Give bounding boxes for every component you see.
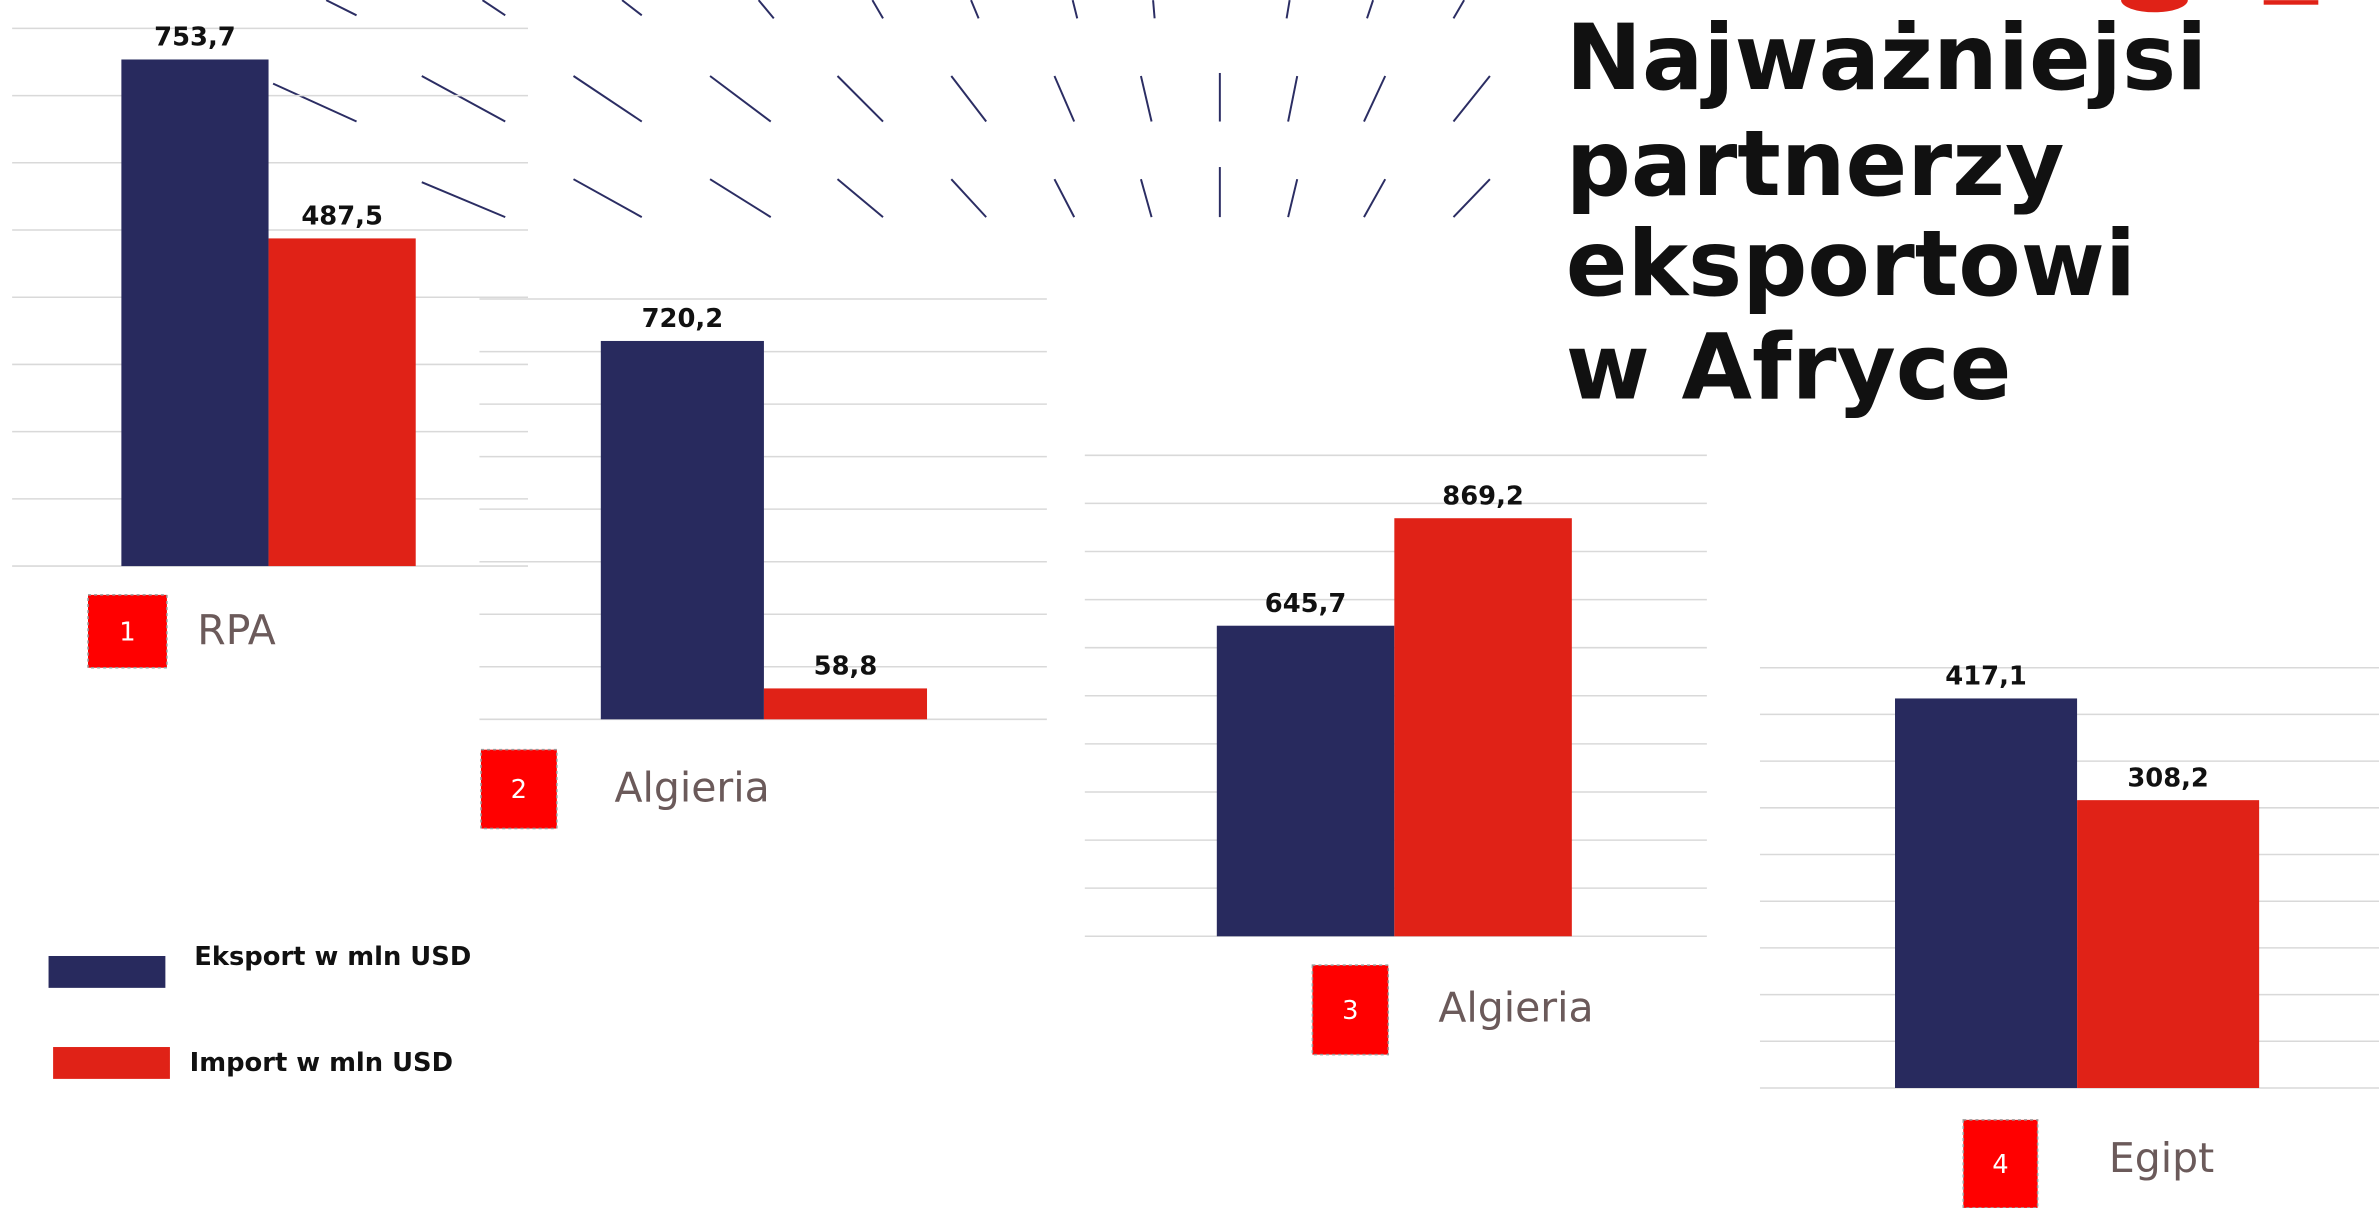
bar xyxy=(268,238,416,567)
rank-box xyxy=(1311,964,1390,1056)
title-line: w Afryce xyxy=(1566,315,2012,420)
rank-box xyxy=(87,594,168,669)
title-line: Najważniejsi xyxy=(1566,6,2208,111)
title-line: partnerzy xyxy=(1566,112,2065,217)
rank-label: 3 xyxy=(1342,996,1358,1026)
value-label: 869,2 xyxy=(1442,481,1524,511)
rank-label: 4 xyxy=(1992,1150,2008,1180)
panel: 645,7 869,2 3 Algieria xyxy=(1084,454,1707,1056)
bar xyxy=(1895,698,2078,1088)
category-label: RPA xyxy=(197,606,276,654)
value-label: 645,7 xyxy=(1265,589,1347,619)
value-label: 58,8 xyxy=(814,652,878,682)
bar xyxy=(1216,625,1395,937)
bar xyxy=(763,688,928,720)
title-line: eksportowi xyxy=(1566,212,2136,317)
value-label: 308,2 xyxy=(2127,763,2209,793)
value-label: 487,5 xyxy=(301,202,383,232)
value-label: 417,1 xyxy=(1945,662,2027,692)
legend-swatch xyxy=(48,955,166,988)
bar xyxy=(600,340,764,720)
rank-box xyxy=(480,748,558,830)
value-label: 753,7 xyxy=(154,23,236,53)
legend-swatch xyxy=(53,1047,170,1079)
value-label: 720,2 xyxy=(642,304,724,334)
category-label: Algieria xyxy=(1438,984,1593,1032)
panel: 720,2 58,8 2 Algieria xyxy=(479,298,1047,830)
bar xyxy=(121,59,269,567)
decoration xyxy=(272,0,2319,219)
category-label: Algieria xyxy=(614,764,769,812)
panel: 417,1 308,2 4 Egipt xyxy=(1759,662,2379,1208)
rank-label: 2 xyxy=(511,775,527,805)
rank-box xyxy=(1962,1119,2039,1208)
panel: 753,7 487,5 1 RPA xyxy=(12,23,528,669)
rank-label: 1 xyxy=(119,617,135,647)
bar xyxy=(1394,518,1572,937)
category-label: Egipt xyxy=(2109,1134,2214,1182)
bar xyxy=(2077,800,2260,1088)
legend-label: Eksport w mln USD xyxy=(194,942,471,972)
legend-label: Import w mln USD xyxy=(190,1048,453,1078)
